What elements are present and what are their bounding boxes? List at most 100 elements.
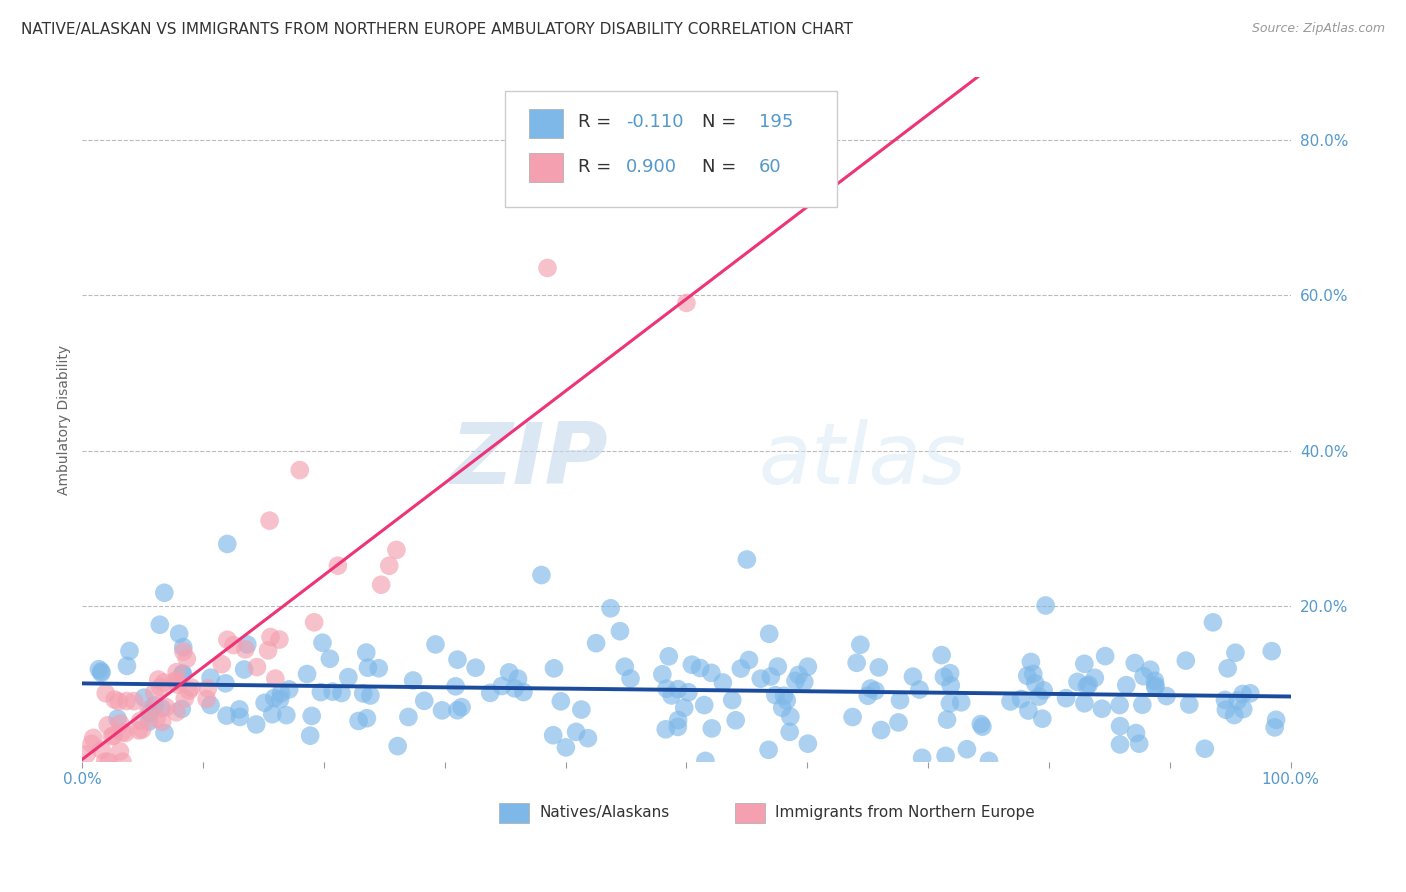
Point bbox=[233, 642, 256, 657]
Point bbox=[295, 667, 318, 681]
FancyBboxPatch shape bbox=[499, 803, 530, 823]
Point bbox=[1094, 649, 1116, 664]
Point bbox=[599, 601, 621, 615]
Point bbox=[1032, 683, 1054, 698]
Point bbox=[150, 701, 173, 715]
Point bbox=[541, 728, 564, 742]
Point bbox=[759, 669, 782, 683]
Point bbox=[1022, 667, 1045, 681]
Point bbox=[766, 659, 789, 673]
Point bbox=[1128, 737, 1150, 751]
Point bbox=[200, 671, 222, 685]
Point bbox=[217, 537, 239, 551]
Point bbox=[724, 714, 747, 728]
Point bbox=[222, 638, 245, 652]
Point bbox=[263, 690, 285, 705]
Point bbox=[356, 711, 378, 725]
Point bbox=[1028, 690, 1050, 704]
Point bbox=[257, 643, 280, 657]
Point bbox=[1215, 703, 1237, 717]
Point bbox=[1017, 704, 1039, 718]
Point bbox=[90, 665, 112, 680]
Point bbox=[319, 651, 342, 665]
Point bbox=[1144, 680, 1167, 694]
Point bbox=[977, 754, 1000, 768]
Point bbox=[149, 617, 172, 632]
Point bbox=[770, 700, 793, 714]
Point bbox=[1139, 663, 1161, 677]
Point bbox=[1073, 657, 1095, 671]
Point bbox=[1031, 712, 1053, 726]
Text: Source: ZipAtlas.com: Source: ZipAtlas.com bbox=[1251, 22, 1385, 36]
Point bbox=[359, 689, 381, 703]
Point bbox=[1123, 656, 1146, 670]
Point bbox=[450, 700, 472, 714]
Point bbox=[172, 640, 194, 654]
Point bbox=[425, 637, 447, 651]
Point bbox=[278, 682, 301, 697]
Point bbox=[264, 672, 287, 686]
Text: NATIVE/ALASKAN VS IMMIGRANTS FROM NORTHERN EUROPE AMBULATORY DISABILITY CORRELAT: NATIVE/ALASKAN VS IMMIGRANTS FROM NORTHE… bbox=[21, 22, 853, 37]
Point bbox=[1108, 698, 1130, 712]
Point bbox=[385, 542, 408, 557]
Point bbox=[1019, 655, 1042, 669]
Point bbox=[326, 558, 349, 573]
Point bbox=[259, 514, 281, 528]
Point bbox=[444, 679, 467, 693]
Point bbox=[94, 686, 117, 700]
Point bbox=[1216, 661, 1239, 675]
Point bbox=[678, 685, 700, 699]
Point bbox=[889, 693, 911, 707]
Point bbox=[370, 578, 392, 592]
Point bbox=[950, 695, 973, 709]
Point bbox=[773, 689, 796, 703]
Point bbox=[166, 677, 188, 691]
Point bbox=[195, 692, 218, 706]
Point bbox=[148, 673, 170, 687]
Point bbox=[378, 558, 401, 573]
Point bbox=[845, 656, 868, 670]
Point bbox=[1125, 726, 1147, 740]
Point bbox=[1261, 644, 1284, 658]
Point bbox=[939, 666, 962, 681]
Point bbox=[1174, 654, 1197, 668]
Point bbox=[107, 712, 129, 726]
Point bbox=[1054, 691, 1077, 706]
Point bbox=[180, 681, 202, 695]
Point bbox=[259, 630, 281, 644]
Point bbox=[155, 700, 177, 714]
Point bbox=[730, 662, 752, 676]
Point bbox=[76, 747, 98, 761]
Point bbox=[1194, 741, 1216, 756]
Point bbox=[170, 702, 193, 716]
Point bbox=[111, 725, 134, 739]
Point bbox=[356, 646, 378, 660]
Text: atlas: atlas bbox=[759, 419, 967, 502]
Point bbox=[211, 657, 233, 672]
Point bbox=[491, 679, 513, 693]
Point bbox=[396, 710, 419, 724]
Point bbox=[758, 627, 780, 641]
Point bbox=[865, 683, 887, 698]
Point bbox=[1066, 674, 1088, 689]
Point bbox=[270, 686, 292, 700]
Point bbox=[666, 720, 689, 734]
Point bbox=[868, 660, 890, 674]
Point bbox=[245, 717, 267, 731]
Point bbox=[536, 260, 558, 275]
Point bbox=[1156, 689, 1178, 703]
Point bbox=[108, 744, 131, 758]
Point bbox=[506, 672, 529, 686]
Point bbox=[122, 694, 145, 708]
Point bbox=[793, 674, 815, 689]
Point bbox=[233, 663, 256, 677]
Text: N =: N = bbox=[702, 158, 742, 176]
Point bbox=[1239, 686, 1261, 700]
Point bbox=[609, 624, 631, 639]
Point bbox=[666, 713, 689, 727]
Point bbox=[172, 645, 194, 659]
Point bbox=[430, 703, 453, 717]
Point bbox=[115, 694, 138, 708]
Point bbox=[103, 729, 125, 743]
Text: Immigrants from Northern Europe: Immigrants from Northern Europe bbox=[775, 805, 1035, 821]
